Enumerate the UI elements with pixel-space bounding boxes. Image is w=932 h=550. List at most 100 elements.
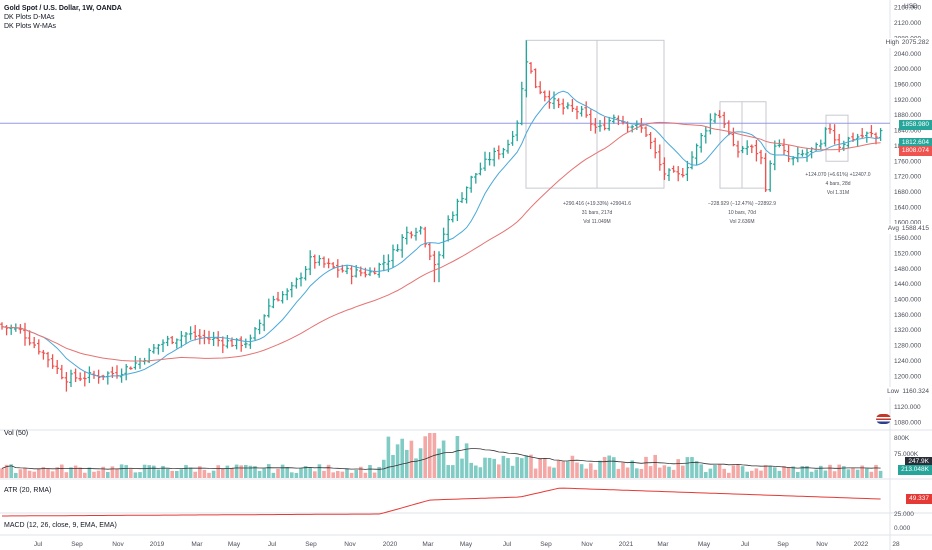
volume-bar bbox=[556, 460, 561, 478]
volume-bar bbox=[87, 467, 92, 478]
price-tick-label: 1880.000 bbox=[894, 112, 921, 119]
volume-bar bbox=[129, 469, 133, 478]
volume-pane-label[interactable]: Vol (50) bbox=[4, 430, 29, 437]
volume-bar bbox=[69, 467, 73, 478]
time-tick-label: Nov bbox=[112, 541, 124, 548]
volume-tick-label: 75.000K bbox=[894, 451, 919, 458]
volume-bar bbox=[262, 468, 266, 478]
price-tick-label: 1360.000 bbox=[894, 312, 921, 319]
volume-bar bbox=[363, 472, 368, 478]
volume-bar bbox=[621, 462, 625, 478]
volume-bar bbox=[520, 458, 524, 478]
volume-bar bbox=[198, 466, 202, 478]
time-tick-label: May bbox=[698, 541, 711, 548]
volume-bar bbox=[147, 465, 151, 478]
volume-bar bbox=[837, 464, 841, 478]
time-tick-label: Nov bbox=[344, 541, 356, 548]
volume-bar bbox=[142, 464, 147, 478]
volume-bar bbox=[377, 466, 381, 478]
volume-bar bbox=[165, 468, 170, 478]
volume-bar bbox=[878, 470, 883, 478]
us-flag-icon[interactable] bbox=[876, 414, 891, 424]
price-tick-label: 1840.000 bbox=[894, 128, 921, 135]
volume-ma-line bbox=[1, 448, 881, 470]
volume-bar bbox=[405, 449, 409, 478]
volume-bar bbox=[101, 466, 105, 478]
volume-bar bbox=[694, 461, 699, 478]
avg-label: Avg bbox=[884, 224, 902, 234]
volume-bar bbox=[271, 472, 276, 478]
volume-bar bbox=[400, 438, 404, 478]
time-tick-label: Sep bbox=[71, 541, 83, 548]
volume-bar bbox=[83, 472, 87, 478]
time-tick-label: Jul bbox=[34, 541, 43, 548]
volume-bar bbox=[515, 457, 519, 478]
volume-bar bbox=[234, 464, 239, 478]
measurement-note: Vol 1.31M bbox=[827, 190, 849, 196]
volume-bar bbox=[579, 464, 584, 478]
price-tick-label: 2160.000 bbox=[894, 5, 921, 12]
volume-bar bbox=[612, 457, 616, 478]
volume-bar bbox=[336, 471, 340, 478]
low-value: 1160.324 bbox=[899, 387, 932, 397]
volume-bar bbox=[759, 470, 763, 478]
volume-bar bbox=[285, 467, 289, 478]
atr-pane-label[interactable]: ATR (20, RMA) bbox=[4, 487, 52, 494]
time-tick-label: 2022 bbox=[854, 541, 869, 548]
measurement-note: Vol 2.636M bbox=[729, 219, 754, 225]
indicator-wmas[interactable]: DK Plots W-MAs bbox=[4, 23, 56, 30]
volume-bar bbox=[740, 466, 745, 478]
volume-bar bbox=[14, 472, 18, 478]
indicator-dmas[interactable]: DK Plots D-MAs bbox=[4, 14, 55, 21]
ohlc-bars bbox=[0, 40, 883, 392]
volume-bar bbox=[156, 469, 161, 478]
volume-bar bbox=[23, 468, 27, 478]
volume-bar bbox=[308, 467, 312, 478]
volume-bar bbox=[819, 465, 823, 478]
volume-bar bbox=[225, 465, 230, 478]
volume-bar bbox=[37, 468, 41, 478]
high-label: High bbox=[882, 38, 902, 48]
price-tick-label: 1960.000 bbox=[894, 81, 921, 88]
volume-bar bbox=[124, 465, 128, 478]
volume-bar bbox=[814, 469, 818, 478]
volume-bar bbox=[469, 462, 473, 478]
volume-bar bbox=[653, 454, 657, 478]
volume-bar bbox=[566, 461, 570, 478]
volume-bar bbox=[60, 464, 64, 478]
volume-bar bbox=[823, 470, 828, 478]
volume-bar bbox=[492, 458, 496, 478]
volume-bar bbox=[832, 471, 837, 478]
macd-pane-label[interactable]: MACD (12, 26, close, 9, EMA, EMA) bbox=[4, 522, 117, 529]
time-tick-label: Mar bbox=[191, 541, 203, 548]
volume-bar bbox=[27, 470, 32, 478]
volume-bar bbox=[359, 466, 363, 478]
volume-bar bbox=[354, 469, 358, 478]
volume-bar bbox=[276, 468, 280, 478]
atr-last-tag: 49.337 bbox=[906, 494, 932, 504]
volume-bar bbox=[874, 464, 878, 478]
symbol-title[interactable]: Gold Spot / U.S. Dollar, 1W, OANDA bbox=[4, 5, 122, 12]
time-tick-label: 2020 bbox=[383, 541, 398, 548]
volume-bar bbox=[4, 464, 9, 478]
macd-tick-label: 0.000 bbox=[894, 525, 911, 532]
measurement-note: 10 bars, 70d bbox=[728, 210, 756, 216]
time-tick-label: 2021 bbox=[619, 541, 634, 548]
price-tick-label: 1120.000 bbox=[894, 404, 921, 411]
time-tick-label: May bbox=[228, 541, 241, 548]
ma-slow-line bbox=[1, 121, 881, 362]
price-tick-label: 1440.000 bbox=[894, 281, 921, 288]
volume-bar bbox=[349, 472, 354, 478]
volume-bar bbox=[690, 457, 694, 478]
volume-bar bbox=[92, 471, 96, 478]
volume-bar bbox=[345, 468, 349, 478]
ma-fast-tag: 1812.604 bbox=[898, 138, 932, 148]
volume-bar bbox=[635, 468, 639, 478]
volume-bar bbox=[713, 464, 717, 478]
volume-bar bbox=[552, 467, 556, 478]
volume-bar bbox=[290, 472, 294, 478]
volume-bar bbox=[483, 457, 487, 478]
measure-box bbox=[825, 114, 849, 162]
volume-bar bbox=[543, 458, 547, 478]
